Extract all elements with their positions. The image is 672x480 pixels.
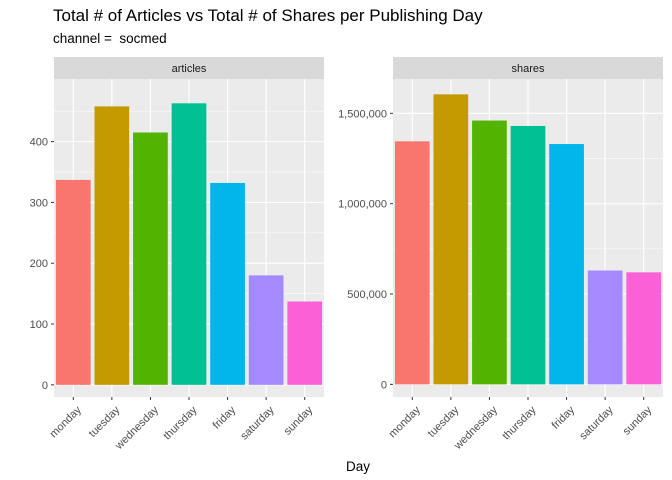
facet-strip-shares	[393, 57, 663, 79]
chart-subtitle: channel = socmed	[53, 31, 167, 46]
x-tick-label: tuesday	[426, 404, 462, 440]
y-tick-label: 1,000,000	[338, 199, 387, 211]
x-tick-label: saturday	[577, 404, 616, 443]
bar-articles-monday	[55, 179, 91, 385]
x-tick-label: sunday	[621, 404, 655, 438]
bar-articles-friday	[210, 182, 245, 385]
y-tick-label: 1,500,000	[338, 108, 387, 120]
bar-articles-saturday	[248, 275, 284, 385]
x-tick-label: saturday	[238, 404, 277, 443]
y-tick-label: 500,000	[347, 289, 387, 301]
bar-shares-tuesday	[433, 94, 469, 385]
bar-articles-tuesday	[94, 106, 130, 385]
y-tick-label: 300	[30, 197, 48, 209]
bar-articles-sunday	[287, 301, 323, 385]
x-tick-label: tuesday	[87, 404, 123, 440]
x-tick-label: monday	[48, 404, 85, 441]
bar-shares-sunday	[626, 272, 662, 385]
bar-shares-saturday	[587, 270, 623, 385]
facet-strip-label: shares	[511, 63, 545, 75]
y-tick-label: 400	[30, 137, 48, 149]
x-tick-label: thursday	[161, 404, 200, 443]
x-tick-label: monday	[387, 404, 424, 441]
x-tick-label: sunday	[282, 404, 316, 438]
bar-shares-monday	[394, 141, 430, 385]
x-tick-label: thursday	[500, 404, 539, 443]
x-tick-label: friday	[211, 404, 239, 432]
chart-title: Total # of Articles vs Total # of Shares…	[53, 6, 483, 25]
bar-articles-wednesday	[133, 132, 168, 385]
bar-shares-wednesday	[472, 120, 507, 385]
facet-strip-label: articles	[172, 63, 207, 75]
y-tick-label: 0	[381, 379, 387, 391]
y-tick-label: 200	[30, 258, 48, 270]
bar-shares-friday	[549, 144, 584, 385]
y-tick-label: 0	[42, 380, 48, 392]
bar-articles-thursday	[171, 103, 207, 385]
bar-shares-thursday	[510, 125, 546, 385]
x-tick-label: friday	[550, 404, 578, 432]
y-tick-label: 100	[30, 319, 48, 331]
facet-strip-articles	[54, 57, 324, 79]
x-axis-title: Day	[346, 459, 370, 474]
